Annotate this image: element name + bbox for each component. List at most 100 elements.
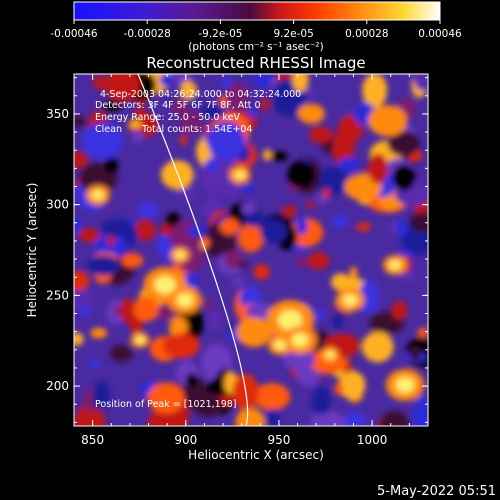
- emission-core: [154, 276, 176, 294]
- texture-blob: [243, 212, 268, 227]
- emission-core: [342, 294, 358, 306]
- texture-blob: [235, 407, 266, 426]
- texture-blob: [308, 251, 330, 270]
- texture-blob: [89, 359, 102, 369]
- texture-blob: [221, 75, 232, 89]
- texture-blob: [331, 312, 345, 330]
- colorbar-tick-label: -0.00046: [50, 28, 98, 40]
- colorbar-tick-label: 9.2e-05: [273, 28, 313, 40]
- y-tick-label: 300: [46, 198, 69, 212]
- energy-range-text: Energy Range: 25.0 - 50.0 keV: [95, 112, 240, 123]
- texture-blob: [248, 107, 256, 119]
- texture-blob: [334, 382, 344, 396]
- texture-blob: [238, 261, 248, 269]
- texture-blob: [342, 411, 367, 426]
- texture-blob: [102, 101, 122, 112]
- emission-core: [278, 310, 302, 330]
- texture-blob: [349, 266, 358, 279]
- y-tick-label: 200: [46, 379, 69, 393]
- emission-core: [175, 251, 185, 259]
- texture-blob: [306, 200, 316, 208]
- texture-blob: [90, 327, 108, 339]
- texture-blob: [270, 151, 288, 162]
- texture-blob: [179, 134, 188, 146]
- texture-blob: [160, 160, 194, 190]
- texture-blob: [322, 188, 330, 199]
- texture-blob: [231, 278, 244, 285]
- method-text: Clean: [95, 124, 122, 135]
- texture-blob: [314, 308, 326, 321]
- texture-blob: [260, 98, 270, 111]
- timestamp: 5-May-2022 05:51: [377, 484, 496, 499]
- texture-blob: [395, 219, 409, 237]
- texture-blob: [282, 204, 297, 218]
- texture-blob: [205, 195, 222, 210]
- texture-blob: [133, 295, 159, 322]
- colorbar-unit-label: (photons cm⁻² s⁻¹ asec⁻²): [188, 41, 323, 53]
- x-tick-label: 900: [174, 433, 197, 447]
- texture-blob: [338, 370, 366, 400]
- texture-blob: [243, 184, 255, 194]
- texture-blob: [93, 75, 107, 91]
- colorbar-tick-label: 0.00046: [418, 28, 462, 40]
- texture-blob: [241, 202, 257, 216]
- time-range-text: 4-Sep-2003 04:26:24.000 to 04:32:24.000: [100, 89, 301, 100]
- texture-blob: [331, 215, 348, 229]
- texture-blob: [205, 157, 218, 173]
- texture-blob: [136, 202, 160, 218]
- texture-blob: [253, 383, 291, 411]
- y-tick-label: 350: [46, 107, 69, 121]
- texture-blob: [408, 212, 428, 233]
- texture-blob: [297, 256, 309, 269]
- texture-blob: [160, 224, 172, 236]
- texture-blob: [74, 271, 90, 291]
- texture-blob: [74, 288, 93, 310]
- texture-blob: [186, 372, 197, 388]
- texture-blob: [123, 224, 138, 247]
- colorbar-ticks: [73, 20, 441, 24]
- texture-blob: [260, 218, 288, 244]
- colorbar-tick-label: -0.00028: [124, 28, 171, 40]
- emission-core: [395, 377, 415, 393]
- detectors-text: Detectors: 3F 4F 5F 6F 7F 8F, Att 0: [95, 100, 261, 111]
- texture-blob: [310, 410, 346, 426]
- texture-blob: [225, 82, 249, 115]
- x-tick-label: 1000: [357, 433, 388, 447]
- texture-blob: [74, 151, 88, 168]
- emission-core: [389, 260, 401, 270]
- texture-blob: [92, 380, 111, 410]
- y-tick-labels: 200 250 300 350: [46, 107, 69, 393]
- texture-blob: [171, 97, 189, 115]
- texture-blob: [413, 74, 428, 92]
- texture-blob: [246, 303, 273, 320]
- texture-blob: [106, 235, 116, 246]
- info-annotations: 4-Sep-2003 04:26:24.000 to 04:32:24.000 …: [95, 89, 301, 410]
- texture-blob: [74, 217, 82, 235]
- colorbar-tick-label: -9.2e-05: [198, 28, 242, 40]
- texture-blob: [362, 74, 388, 108]
- texture-blob: [208, 310, 223, 331]
- texture-blob: [283, 347, 315, 371]
- texture-blob: [263, 149, 272, 161]
- texture-blob: [74, 116, 87, 128]
- texture-blob: [147, 382, 185, 414]
- texture-blob: [265, 408, 280, 426]
- texture-blob: [219, 218, 240, 235]
- texture-blob: [409, 345, 422, 362]
- texture-blob: [179, 110, 202, 135]
- texture-blob: [311, 385, 331, 416]
- texture-blob: [368, 105, 408, 137]
- x-axis-label: Heliocentric X (arcsec): [188, 448, 324, 462]
- texture-blob: [287, 160, 315, 189]
- texture-blob: [159, 74, 174, 87]
- reconstructed-image: [74, 74, 428, 426]
- texture-blob: [134, 107, 145, 119]
- texture-blob: [128, 120, 142, 129]
- texture-blob: [187, 225, 208, 237]
- texture-blob: [356, 222, 371, 232]
- texture-blob: [86, 255, 121, 276]
- colorbar: -0.00046 -0.00028 -9.2e-05 9.2e-05 0.00028 0.…: [50, 1, 462, 53]
- texture-blob: [202, 299, 214, 310]
- texture-blob: [387, 130, 421, 157]
